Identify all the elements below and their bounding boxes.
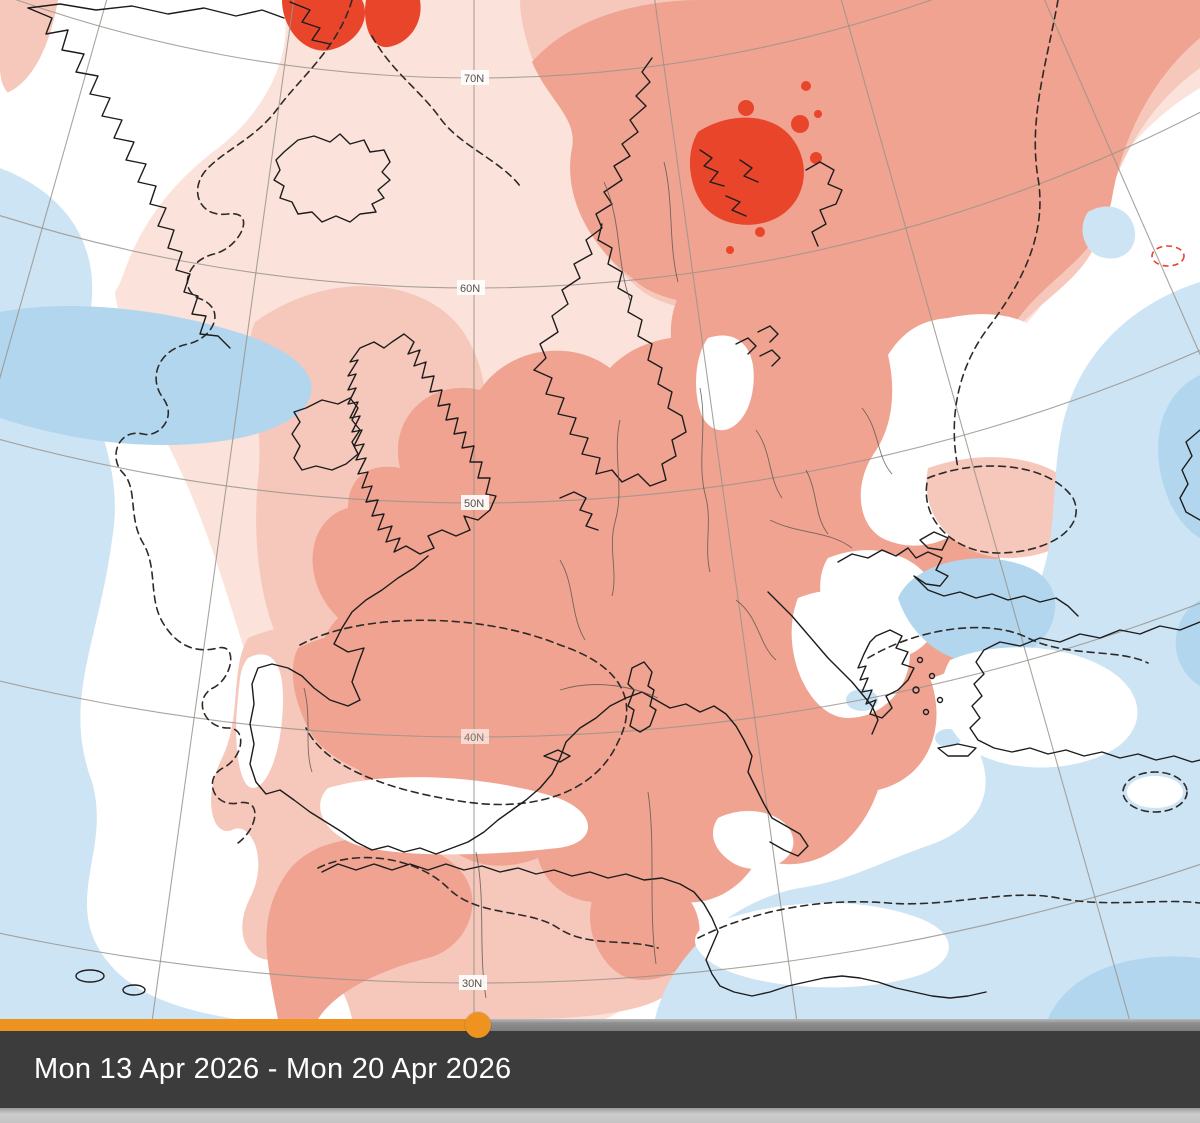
great-britain-coast [347, 333, 497, 555]
latitude-label-50n: 50N [461, 495, 489, 510]
latitude-label-text: 70N [464, 73, 484, 85]
baltic-coast [533, 223, 687, 487]
north-africa-coast [321, 863, 987, 999]
crete-coast [937, 743, 977, 757]
date-range-text: Mon 13 Apr 2026 - Mon 20 Apr 2026 [34, 1053, 512, 1085]
azov-coast [919, 531, 949, 551]
latitude-label-text: 30N [462, 978, 482, 990]
timeline-progress[interactable] [0, 1019, 478, 1031]
footer-strip [0, 1108, 1200, 1123]
aegean-island [928, 672, 936, 680]
latitude-label-70n: 70N [461, 70, 489, 85]
balearics-coast [543, 749, 571, 763]
latitude-label-text: 40N [464, 732, 484, 744]
svalbard-coast [289, 1, 331, 45]
netherlands-coast [559, 491, 599, 531]
coastlines [27, 1, 1200, 999]
aegean-island [922, 708, 930, 716]
latitude-labels: 70N 60N 50N 40N 30N [457, 70, 489, 990]
aegean-island [936, 696, 944, 704]
latitude-label-30n: 30N [459, 975, 487, 990]
denmark-coast [735, 325, 781, 367]
turkey-coast [969, 621, 1200, 763]
latitude-label-text: 50N [464, 498, 484, 510]
canary-island [122, 984, 146, 996]
contour-dashed-lines [115, 0, 1200, 949]
greece-coast [857, 629, 915, 719]
timeline-slider[interactable] [0, 1012, 1200, 1038]
timeline-handle[interactable] [464, 1012, 491, 1038]
norway-coast [533, 57, 653, 371]
caspian-coast [1179, 429, 1200, 521]
latitude-label-60n: 60N [457, 280, 485, 295]
greenland-coast [27, 7, 231, 349]
iceland-coast [273, 133, 391, 223]
cool-regions [0, 168, 1200, 1019]
anomaly-map-svg: 70N 60N 50N 40N 30N [0, 0, 1200, 1019]
greenland-north-coast [27, 3, 285, 19]
aegean-island [916, 656, 924, 664]
black-sea-coast [837, 547, 1079, 617]
latitude-label-text: 60N [460, 283, 480, 295]
atlantic-mediterranean-coast [249, 555, 809, 857]
aegean-island [912, 686, 920, 694]
white-sea-coast [805, 161, 843, 247]
map-area: 70N 60N 50N 40N 30N [0, 0, 1200, 1019]
ireland-coast [291, 397, 361, 471]
latitude-label-40n: 40N [461, 729, 489, 744]
crimea-warm-patch [926, 457, 1086, 558]
corsica-sardinia-coast [627, 661, 657, 733]
canary-island [75, 969, 105, 983]
date-range-bar: Mon 13 Apr 2026 - Mon 20 Apr 2026 [0, 1031, 1200, 1108]
warm-strong-regions [282, 0, 1185, 267]
finland-lakes [699, 149, 759, 217]
